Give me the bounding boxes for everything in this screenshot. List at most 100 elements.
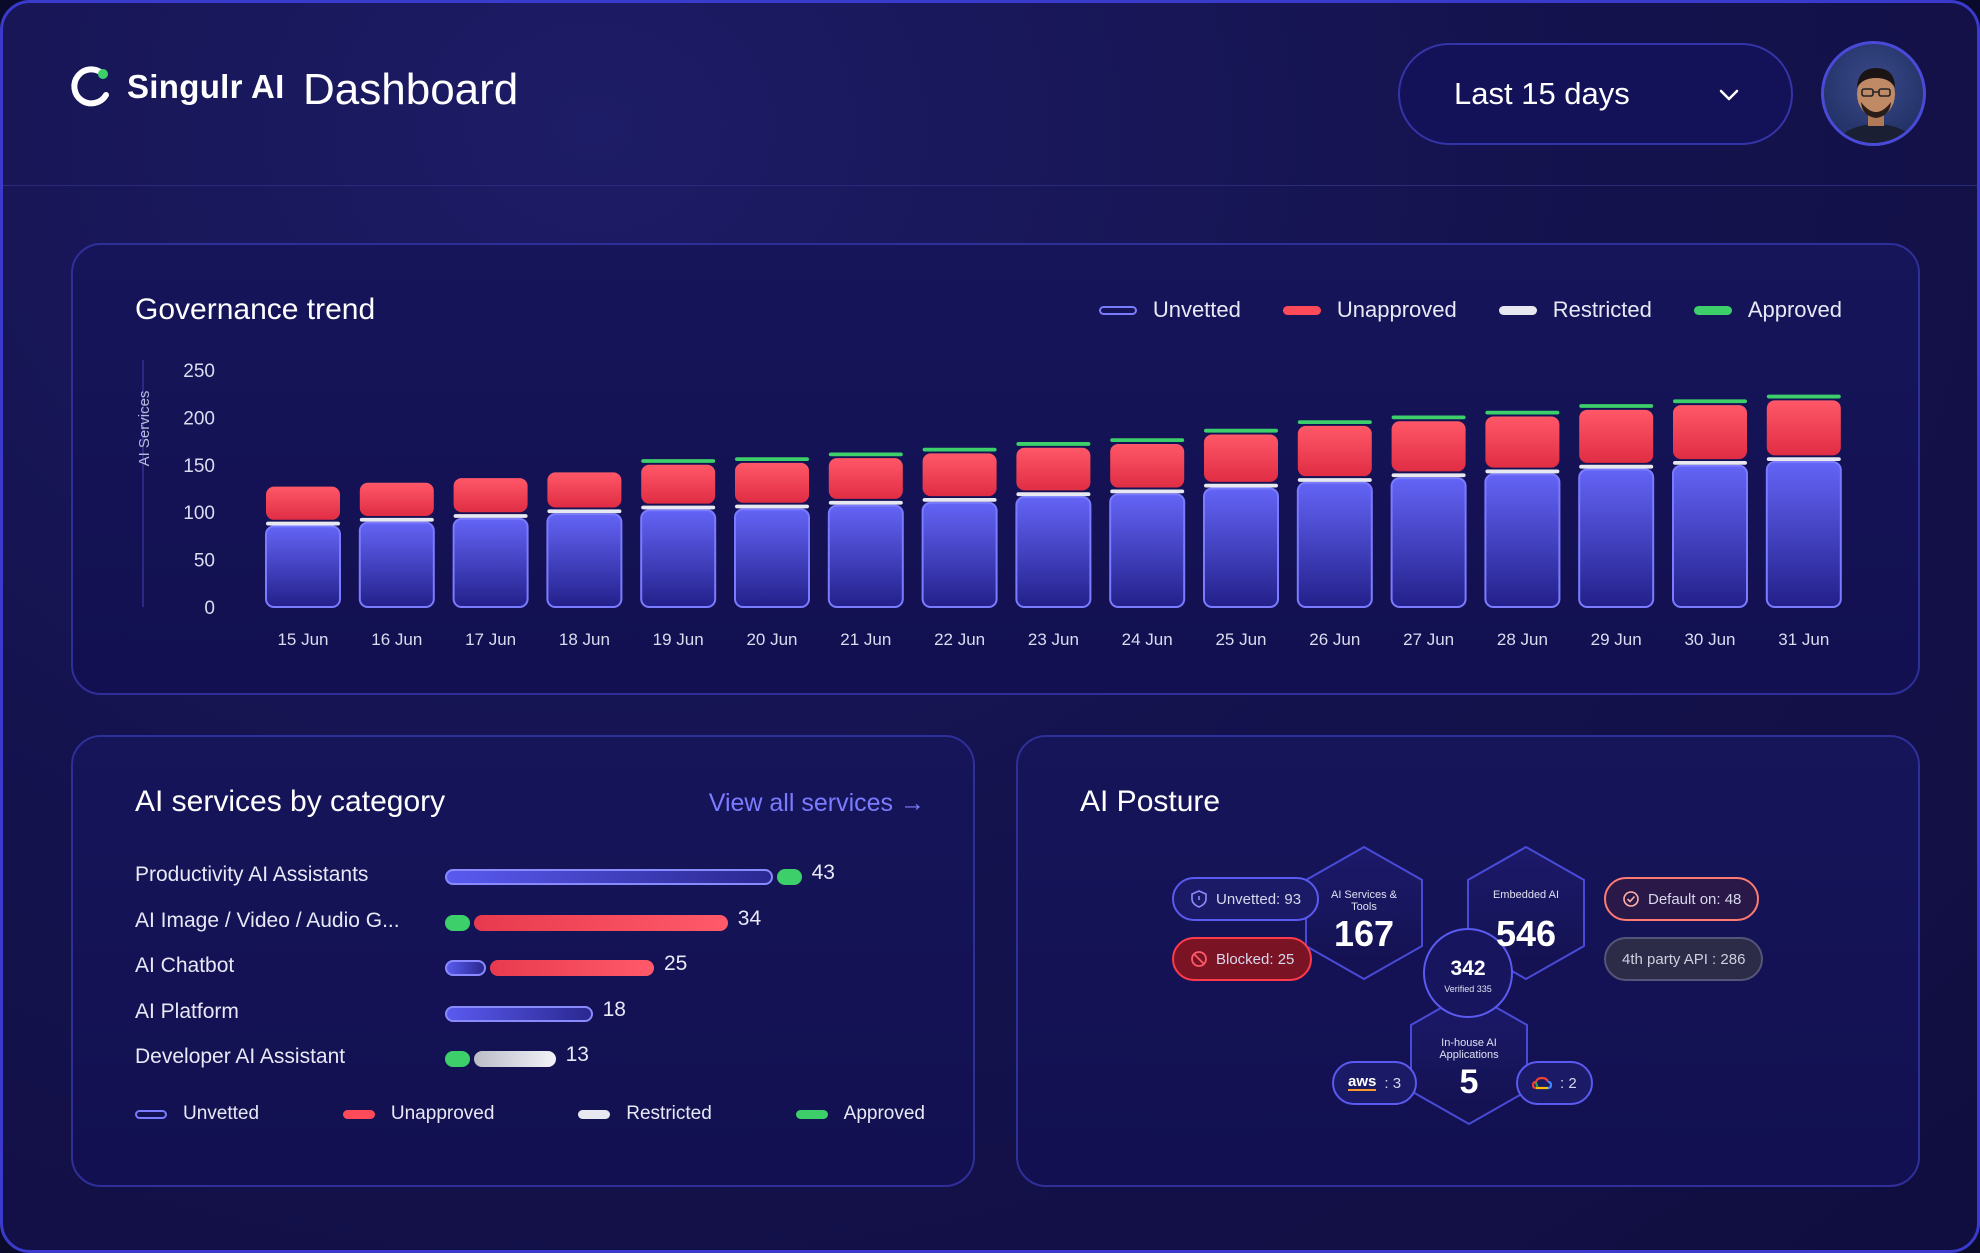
category-label: AI Platform [135,999,239,1023]
unvetted-swatch-icon [135,1109,167,1119]
x-tick-label: 31 Jun [1778,630,1829,649]
x-tick-label: 16 Jun [371,630,422,649]
brand-name: Singulr AI [127,68,285,105]
category-label: Productivity AI Assistants [135,863,369,886]
bar-restricted [359,517,434,522]
bar-segment-approved [445,1051,470,1067]
category-row[interactable]: AI Platform 18 [135,996,935,1032]
y-tick-label: 0 [204,598,215,619]
bar-unapproved [1766,400,1841,456]
x-tick-label: 28 Jun [1497,630,1548,649]
bar-unvetted [640,509,717,608]
x-tick-label: 19 Jun [653,630,704,649]
bar-unapproved [922,453,997,497]
legend-item-restricted: Restricted [578,1103,712,1125]
ai-posture-card: Unvetted: 93 Blocked: 25 Default on: 48 … [1016,735,1920,1187]
x-tick-label: 30 Jun [1684,630,1735,649]
legend-item-unapproved: Unapproved [342,1103,495,1125]
google-cloud-icon [1532,1076,1552,1090]
bar-unapproved [1391,421,1466,472]
unvetted-pill[interactable]: Unvetted: 93 [1172,877,1320,921]
governance-trend-card: AI Services 0 50 100 150 200 250 15 Jun 16 Jun 17… [71,243,1920,695]
services-label: AI Services & Tools [1330,889,1398,913]
category-row[interactable]: AI Image / Video / Audio G... 34 [135,905,935,941]
bar-restricted [547,509,622,514]
category-row[interactable]: AI Chatbot 25 [135,950,935,986]
legend-label: Unapproved [390,1103,495,1124]
bar-unvetted [1390,477,1467,608]
bar-restricted [828,500,903,505]
legend-label: Unvetted [183,1103,260,1124]
bar-unapproved [266,486,340,520]
x-tick-label: 23 Jun [1028,630,1079,649]
bar-segment-approved [777,869,802,885]
bar-unapproved [1204,434,1278,482]
bar-unvetted [1765,460,1842,608]
legend-item-unvetted: Unvetted [135,1103,259,1125]
center-value: 342 [1450,957,1486,980]
legend-item-restricted: Restricted [1498,297,1652,323]
unapproved-swatch-icon [342,1109,375,1119]
x-tick-label: 25 Jun [1215,630,1266,649]
legend-label: Restricted [626,1103,712,1124]
gcp-pill[interactable]: : 2 [1516,1061,1593,1105]
bar-unvetted [1484,473,1561,608]
approved-swatch-icon [1693,305,1732,315]
bar-approved [1204,428,1278,433]
bar-approved [1110,438,1185,443]
bar-restricted [1204,483,1278,488]
third-party-api-pill[interactable]: 4th party API : 286 [1604,937,1764,981]
y-tick-label: 200 [183,408,215,429]
bar-unvetted [1203,487,1279,608]
category-count: 13 [565,1043,589,1066]
bar-restricted [1297,478,1372,482]
category-label: AI Image / Video / Audio G... [135,908,400,932]
default-on-pill-label: Default on: 48 [1648,890,1742,908]
x-tick-label: 24 Jun [1122,630,1173,649]
bar-restricted [266,521,340,526]
blocked-pill-label: Blocked: 25 [1216,950,1295,968]
aws-pill-value: : 3 [1384,1074,1402,1092]
legend-item-approved: Approved [1693,297,1842,323]
bar-segment-approved [445,914,470,931]
bar-unvetted [452,517,529,608]
check-circle-icon [1623,891,1639,907]
legend-item-unvetted: Unvetted [1098,297,1241,323]
logo: Singulr AI [69,65,285,109]
bar-unapproved [1673,405,1747,460]
category-count: 18 [602,997,626,1021]
bar-approved [1391,415,1466,420]
bar-unapproved [1579,409,1654,463]
bar-unapproved [1110,443,1185,488]
bar-approved [1579,404,1654,408]
aws-pill[interactable]: aws : 3 [1332,1061,1418,1105]
bar-segment-unapproved [490,960,654,976]
aws-logo-icon: aws [1348,1073,1377,1091]
date-range-label: Last 15 days [1454,76,1630,111]
governance-trend-title: Governance trend [135,293,376,326]
bar-unvetted [921,501,998,608]
x-tick-label: 27 Jun [1403,630,1454,649]
view-all-services-link[interactable]: View all services → [708,789,925,817]
y-axis-label: AI Services [136,391,153,467]
bar-restricted [735,504,809,509]
bar-approved [1485,410,1560,415]
bar-restricted [1016,492,1091,497]
x-tick-label: 22 Jun [934,630,985,649]
bar-segment-unvetted [445,869,773,885]
date-range-select[interactable]: Last 15 days [1398,43,1793,145]
blocked-pill[interactable]: Blocked: 25 [1172,937,1313,981]
y-tick-label: 150 [183,456,215,477]
bar-unvetted [1578,468,1655,608]
category-row[interactable]: Productivity AI Assistants 43 [135,859,935,895]
category-count: 25 [664,952,688,975]
default-on-pill[interactable]: Default on: 48 [1604,877,1760,921]
category-row[interactable]: Developer AI Assistant 13 [135,1041,935,1077]
bar-unvetted [1296,481,1373,608]
bar-unvetted [358,521,435,608]
user-avatar[interactable] [1821,41,1926,146]
bar-restricted [1485,469,1560,474]
bar-restricted [1579,464,1654,469]
y-tick-label: 250 [183,361,215,382]
shield-icon [1191,890,1207,908]
